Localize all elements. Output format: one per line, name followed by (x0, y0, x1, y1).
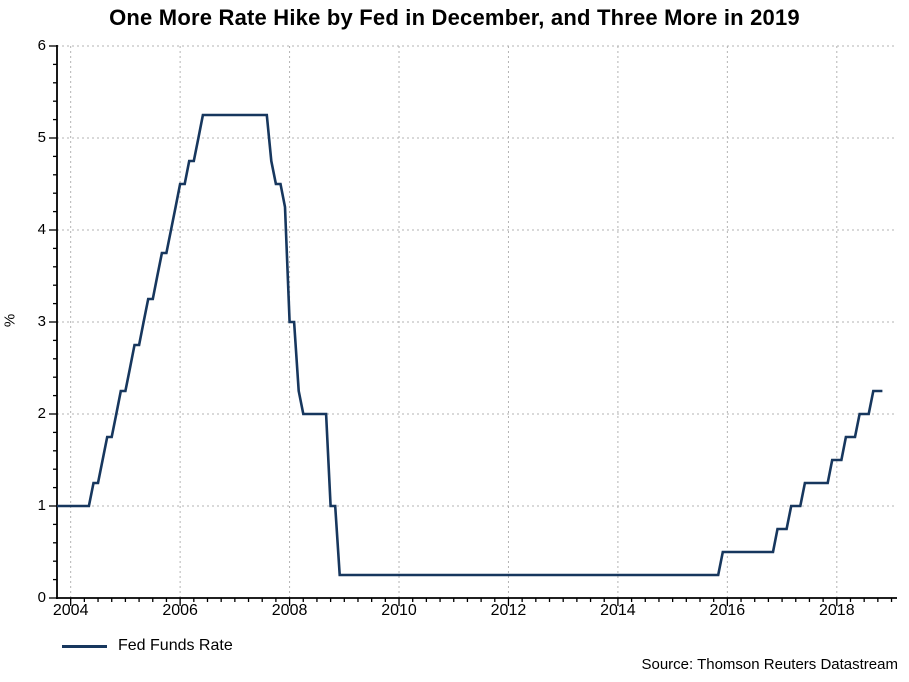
y-tick-label: 3 (37, 313, 46, 330)
y-tick-label: 2 (37, 405, 46, 422)
x-tick-label: 2018 (819, 602, 855, 619)
x-tick-label: 2008 (271, 602, 308, 619)
legend-line-swatch (62, 644, 107, 648)
y-tick-label: 1 (37, 497, 46, 514)
chart-title: One More Rate Hike by Fed in December, a… (109, 5, 800, 30)
x-tick-label: 2014 (600, 602, 636, 619)
x-tick-label: 2010 (381, 602, 417, 619)
x-tick-label: 2006 (162, 602, 198, 619)
source-note: Source: Thomson Reuters Datastream (641, 656, 898, 673)
y-tick-label: 4 (37, 221, 46, 238)
x-tick-label: 2004 (52, 602, 89, 619)
legend-label: Fed Funds Rate (118, 637, 233, 654)
legend: Fed Funds Rate (62, 637, 233, 655)
y-tick-label: 0 (37, 589, 46, 606)
x-tick-label: 2016 (709, 602, 746, 619)
y-tick-label: 6 (37, 37, 46, 54)
x-tick-label: 2012 (490, 602, 527, 619)
y-tick-label: 5 (37, 129, 46, 146)
